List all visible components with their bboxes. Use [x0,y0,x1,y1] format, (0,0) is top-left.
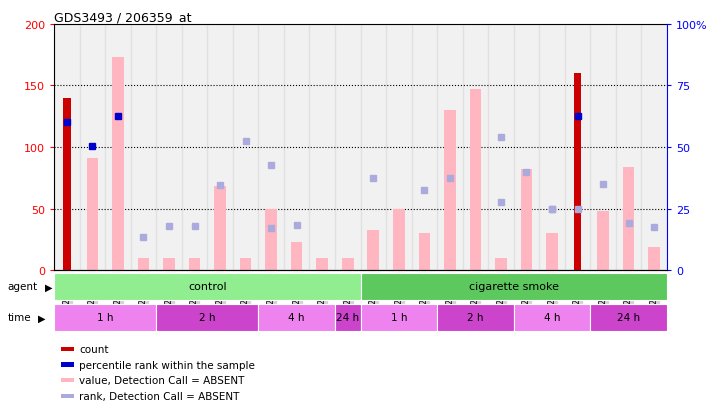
Bar [131,25,156,271]
Bar [214,187,226,271]
Bar [54,25,79,271]
Bar [488,25,514,271]
Bar [258,25,284,271]
Bar [265,209,277,271]
Bar [418,234,430,271]
Bar [521,170,532,271]
Bar [495,258,507,271]
Text: control: control [188,282,226,292]
Bar [284,25,309,271]
Bar [393,209,404,271]
Bar [138,258,149,271]
Bar [513,25,539,271]
Bar [258,304,335,331]
Bar [182,25,208,271]
Bar [437,304,513,331]
Text: agent: agent [7,282,37,292]
Bar [309,25,335,271]
Bar [437,25,463,271]
Bar [342,258,353,271]
Bar [240,258,252,271]
Text: 24 h: 24 h [617,313,640,323]
Text: 24 h: 24 h [336,313,359,323]
Bar [54,304,156,331]
Bar [163,258,174,271]
Bar [360,273,667,300]
Bar [412,25,437,271]
Text: 1 h: 1 h [391,313,407,323]
Bar [105,25,131,271]
Bar [63,98,71,271]
Bar [597,211,609,271]
Text: rank, Detection Call = ABSENT: rank, Detection Call = ABSENT [79,391,239,401]
Bar [469,90,481,271]
Bar [623,167,634,271]
Text: 1 h: 1 h [97,313,113,323]
Text: 2 h: 2 h [199,313,216,323]
Bar [360,304,437,331]
Bar [360,25,386,271]
Bar [291,242,303,271]
Bar [335,25,360,271]
Bar [513,304,590,331]
Text: cigarette smoke: cigarette smoke [469,282,559,292]
Bar [547,234,558,271]
Text: 4 h: 4 h [544,313,560,323]
Text: percentile rank within the sample: percentile rank within the sample [79,360,255,370]
Text: 2 h: 2 h [467,313,484,323]
Bar [444,111,456,271]
Bar [565,25,590,271]
Bar [317,258,328,271]
Bar [616,25,642,271]
Bar [590,304,667,331]
Bar [648,247,660,271]
Bar [335,304,360,331]
Bar [87,159,98,271]
Bar [642,25,667,271]
Bar [79,25,105,271]
Bar [539,25,565,271]
Bar [590,25,616,271]
Bar [112,58,124,271]
Bar [463,25,488,271]
Bar [54,273,360,300]
Text: ▶: ▶ [38,313,45,323]
Bar [574,74,581,271]
Text: count: count [79,344,109,354]
Bar [189,258,200,271]
Bar [208,25,233,271]
Text: ▶: ▶ [45,282,52,292]
Bar [233,25,258,271]
Bar [386,25,412,271]
Bar [368,230,379,271]
Text: time: time [7,313,31,323]
Text: GDS3493 / 206359_at: GDS3493 / 206359_at [54,11,192,24]
Bar [156,304,258,331]
Text: 4 h: 4 h [288,313,305,323]
Text: value, Detection Call = ABSENT: value, Detection Call = ABSENT [79,375,244,385]
Bar [156,25,182,271]
